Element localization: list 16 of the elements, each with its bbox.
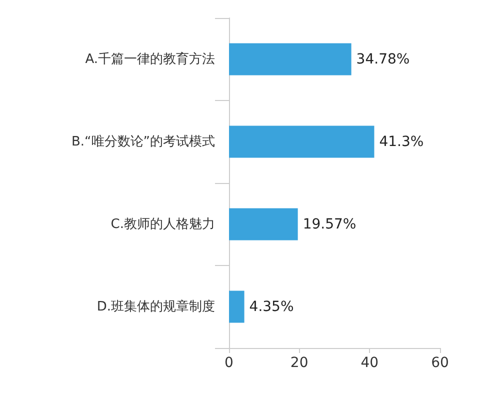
y-tick-label: D.班集体的规章制度 [96, 298, 215, 314]
x-tick-label: 20 [290, 355, 308, 371]
data-label: 41.3% [379, 134, 424, 150]
x-tick-label: 60 [431, 355, 449, 371]
x-tick-label: 40 [360, 355, 379, 371]
x-tick-label: 0 [224, 355, 234, 371]
y-tick-label: B.“唯分数论”的考试模式 [71, 134, 215, 150]
bar [229, 43, 352, 76]
data-label: 4.35% [249, 298, 294, 315]
y-tick-label: A.千篇一律的教育方法 [85, 50, 215, 67]
bar [229, 208, 298, 240]
data-label: 34.78% [356, 51, 410, 68]
bar [229, 126, 374, 158]
data-label: 19.57% [302, 216, 356, 232]
y-tick-label: C.教师的人格魅力 [110, 216, 215, 232]
bar [229, 290, 244, 323]
